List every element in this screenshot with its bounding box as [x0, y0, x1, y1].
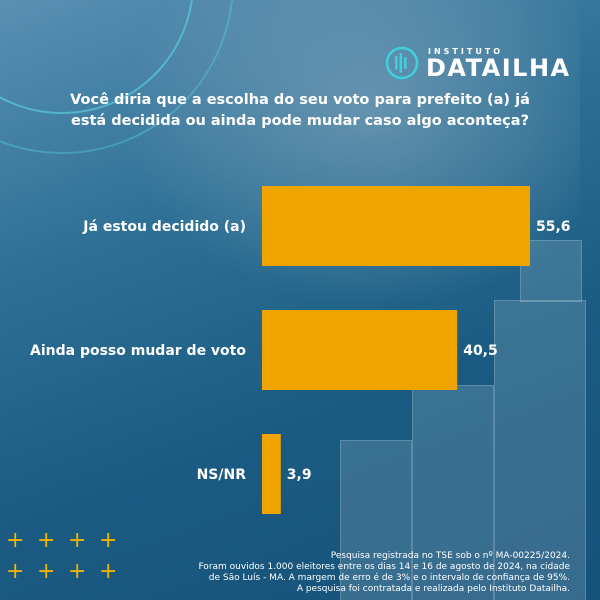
block-background	[340, 440, 412, 600]
category-label: Ainda posso mudar de voto	[30, 343, 246, 359]
plus-decoration: +	[6, 528, 25, 553]
chart-title: Você diria que a escolha do seu voto par…	[70, 92, 530, 129]
note-line: Pesquisa registrada no TSE sob o nº MA-0…	[330, 551, 570, 561]
brand-name: DATAILHA	[426, 53, 571, 82]
block-background	[494, 300, 586, 600]
plus-decoration: +	[99, 528, 118, 553]
note-line: A pesquisa foi contratada e realizada pe…	[296, 584, 570, 594]
brand-small: INSTITUTO	[428, 46, 504, 56]
value-label: 40,5	[463, 343, 498, 359]
plus-decoration: +	[6, 559, 25, 584]
brand-text: INSTITUTO DATAILHA	[426, 47, 571, 80]
plus-decoration: +	[68, 528, 87, 553]
plus-decoration: +	[37, 528, 56, 553]
bar-0	[262, 186, 530, 266]
brand-logo: INSTITUTO DATAILHA	[384, 45, 571, 81]
plus-decoration: +	[68, 559, 87, 584]
category-label: Já estou decidido (a)	[82, 219, 246, 235]
value-label: 3,9	[287, 467, 312, 483]
category-label: NS/NR	[197, 467, 247, 483]
plus-decoration: +	[37, 559, 56, 584]
datailha-logo-icon	[385, 46, 419, 80]
bar-2	[262, 434, 281, 514]
value-label: 55,6	[536, 219, 571, 235]
block-background	[412, 385, 494, 600]
methodology-note: Pesquisa registrada no TSE sob o nº MA-0…	[150, 551, 570, 595]
bar-1	[262, 310, 458, 390]
block-background	[520, 240, 582, 302]
note-line: Foram ouvidos 1.000 eleitores entre os d…	[198, 562, 570, 572]
note-line: de São Luís - MA. A margem de erro é de …	[208, 573, 570, 583]
plus-decoration: +	[99, 559, 118, 584]
